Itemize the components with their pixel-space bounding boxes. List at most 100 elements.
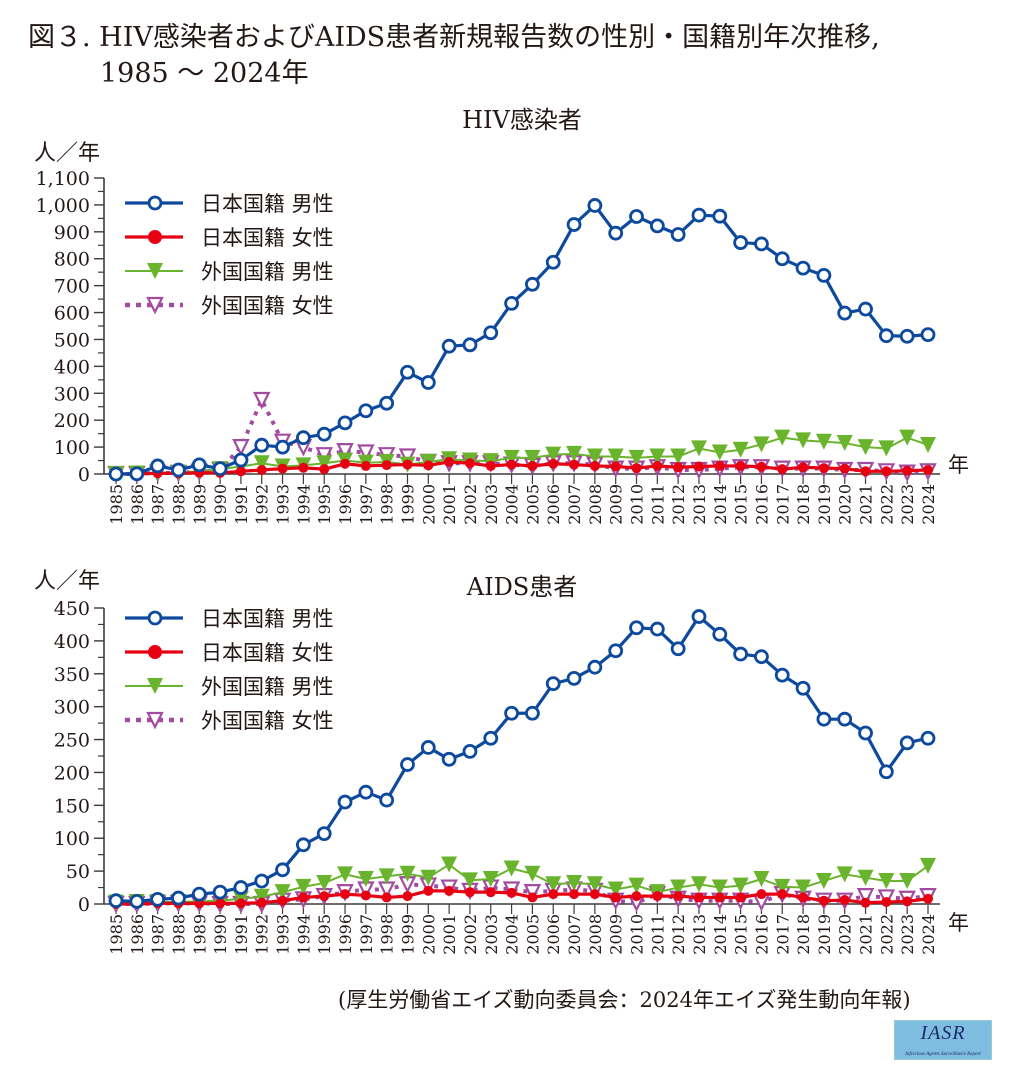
data-point xyxy=(608,225,624,241)
data-point xyxy=(360,460,371,471)
data-point xyxy=(589,889,600,900)
data-point xyxy=(923,893,933,904)
data-point xyxy=(315,447,333,465)
data-point xyxy=(836,866,853,883)
x-tick-label: 1994 xyxy=(294,914,313,955)
data-point xyxy=(485,460,496,471)
data-point xyxy=(444,456,455,467)
x-tick-label: 1985 xyxy=(107,484,126,525)
data-point xyxy=(673,891,684,902)
series-0 xyxy=(108,198,936,482)
data-point xyxy=(587,659,603,675)
data-point xyxy=(233,880,249,895)
data-point xyxy=(398,448,417,466)
data-point xyxy=(235,466,246,477)
data-point xyxy=(795,260,811,276)
figure-title-line1: 図３. HIV感染者およびAIDS患者新規報告数の性別・国籍別年次推移, xyxy=(28,22,880,53)
y-tick-label: 900 xyxy=(54,222,90,244)
data-point xyxy=(545,876,562,893)
chart-title: AIDS患者 xyxy=(466,573,578,601)
x-tick-label: 2021 xyxy=(857,484,876,525)
legend-label: 日本国籍 女性 xyxy=(201,641,334,665)
legend-label: 外国国籍 女性 xyxy=(201,709,334,733)
data-point xyxy=(256,464,267,475)
data-point xyxy=(171,890,186,906)
data-point xyxy=(816,268,832,283)
x-tick-label: 1991 xyxy=(232,484,251,525)
y-tick-label: 350 xyxy=(54,664,90,686)
y-tick-label: 200 xyxy=(54,762,90,784)
x-tick-label: 2011 xyxy=(648,914,667,955)
data-point xyxy=(652,460,663,471)
data-point xyxy=(316,874,333,891)
x-tick-label: 1990 xyxy=(211,914,230,955)
data-point xyxy=(818,895,829,906)
x-tick-label: 2002 xyxy=(461,484,480,525)
iasr-logo-box: IASR Infectious Agents Surveillance Repo… xyxy=(894,1020,992,1060)
data-point xyxy=(148,645,162,659)
data-point xyxy=(275,439,290,455)
x-tick-label: 2020 xyxy=(836,914,855,955)
data-point xyxy=(860,897,871,908)
data-point xyxy=(252,391,271,410)
figure-title: 図３. HIV感染者およびAIDS患者新規報告数の性別・国籍別年次推移, 198… xyxy=(28,20,880,92)
y-axis-label: 人／年 xyxy=(34,569,100,594)
data-point xyxy=(754,236,769,252)
series-line xyxy=(115,614,929,903)
data-point xyxy=(402,891,413,902)
data-point xyxy=(357,444,375,462)
data-point xyxy=(319,464,330,475)
data-point xyxy=(337,866,354,883)
data-point xyxy=(920,436,936,453)
x-tick-label: 2015 xyxy=(732,914,751,955)
data-point xyxy=(878,764,894,780)
y-axis-label: 人／年 xyxy=(34,141,100,166)
x-tick-label: 2003 xyxy=(482,914,501,955)
x-tick-label: 2005 xyxy=(523,484,542,525)
y-tick-label: 0 xyxy=(78,894,90,916)
data-point xyxy=(587,198,603,213)
data-point xyxy=(379,792,395,808)
data-point xyxy=(545,446,562,463)
data-point xyxy=(566,445,583,462)
data-point xyxy=(610,892,621,903)
data-point xyxy=(147,610,163,626)
data-point xyxy=(400,757,415,772)
data-point xyxy=(420,869,437,886)
x-tick-label: 1998 xyxy=(378,484,397,525)
data-point xyxy=(379,395,395,411)
data-point xyxy=(444,885,455,896)
data-point xyxy=(108,893,124,909)
data-point xyxy=(857,869,874,886)
x-tick-label: 2020 xyxy=(836,484,855,525)
x-tick-label: 2019 xyxy=(815,484,834,525)
y-tick-label: 100 xyxy=(54,437,90,459)
data-point xyxy=(569,459,580,470)
chart-aids: AIDS患者 人／年 0 50 100 150 200 250 300 350 400 450 1985… xyxy=(34,569,969,955)
x-tick-label: 1987 xyxy=(149,914,168,955)
x-tick-label: 2014 xyxy=(711,914,730,955)
data-point xyxy=(399,865,416,882)
data-point xyxy=(254,437,270,453)
data-point xyxy=(649,621,665,637)
data-point xyxy=(212,461,228,477)
y-tick-label: 150 xyxy=(54,795,90,817)
data-point xyxy=(923,464,933,475)
data-point xyxy=(316,826,332,842)
x-tick-label: 2024 xyxy=(919,914,938,955)
data-point xyxy=(464,887,475,898)
data-point xyxy=(503,860,520,877)
x-tick-label: 1994 xyxy=(294,484,313,525)
data-point xyxy=(670,879,687,896)
data-point xyxy=(815,433,832,450)
x-tick-label: 2008 xyxy=(586,484,605,525)
x-tick-label: 2004 xyxy=(503,484,522,525)
data-point xyxy=(569,889,580,900)
data-point xyxy=(523,884,542,902)
x-tick-label: 2009 xyxy=(607,914,626,955)
data-point xyxy=(402,459,413,470)
data-point xyxy=(774,878,791,895)
data-point xyxy=(899,735,915,751)
data-point xyxy=(146,296,164,315)
data-point xyxy=(878,440,895,457)
